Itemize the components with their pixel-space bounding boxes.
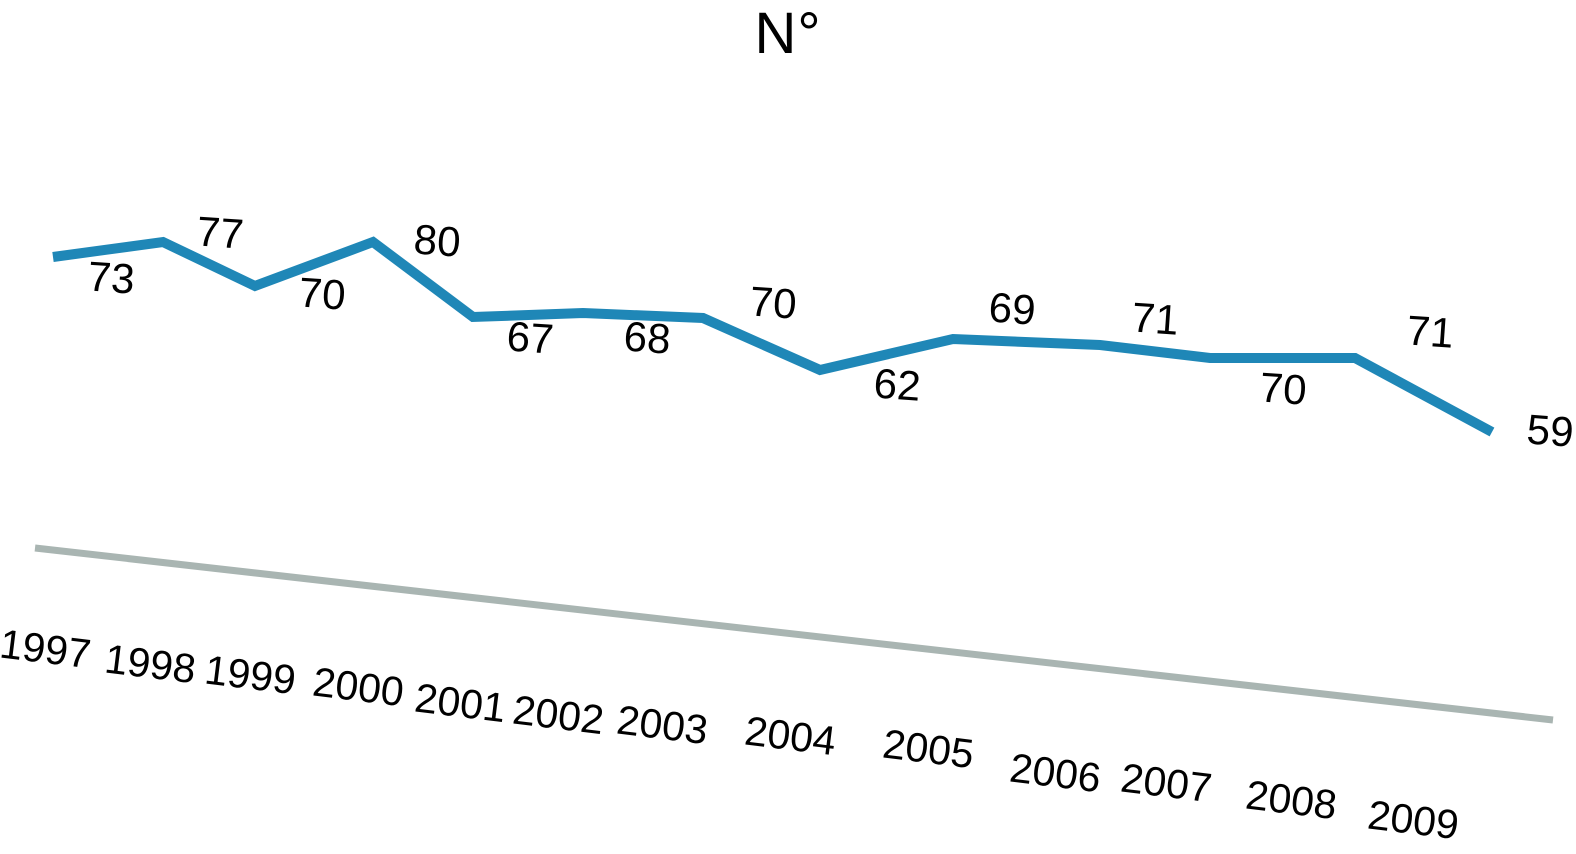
year-label: 1997 — [0, 620, 93, 677]
year-label: 2000 — [310, 658, 406, 715]
value-label: 70 — [297, 269, 347, 319]
year-label: 2007 — [1118, 754, 1214, 811]
value-label: 80 — [412, 216, 462, 266]
year-label: 2006 — [1007, 744, 1103, 801]
value-label: 59 — [1525, 406, 1575, 456]
chart-title: N° — [754, 1, 822, 66]
year-label: 2008 — [1243, 771, 1339, 828]
year-label: 1998 — [102, 635, 198, 692]
value-label: 77 — [195, 208, 245, 258]
year-label: 2002 — [510, 686, 606, 743]
value-label: 71 — [1405, 307, 1455, 357]
value-label: 73 — [86, 253, 136, 303]
x-axis-line — [34, 544, 1554, 724]
year-label: 1999 — [202, 646, 298, 703]
value-label: 62 — [872, 360, 922, 410]
year-label: 2001 — [412, 674, 508, 731]
value-label: 70 — [1258, 364, 1308, 414]
value-label: 69 — [987, 284, 1037, 334]
value-label: 71 — [1130, 294, 1180, 344]
value-label: 68 — [622, 313, 672, 363]
value-label: 70 — [748, 278, 798, 328]
value-label: 67 — [505, 313, 555, 363]
year-label: 2003 — [614, 696, 710, 753]
year-label: 2004 — [742, 707, 838, 764]
year-label: 2009 — [1365, 791, 1461, 848]
year-label: 2005 — [880, 720, 976, 777]
trend-line — [52, 236, 1495, 437]
